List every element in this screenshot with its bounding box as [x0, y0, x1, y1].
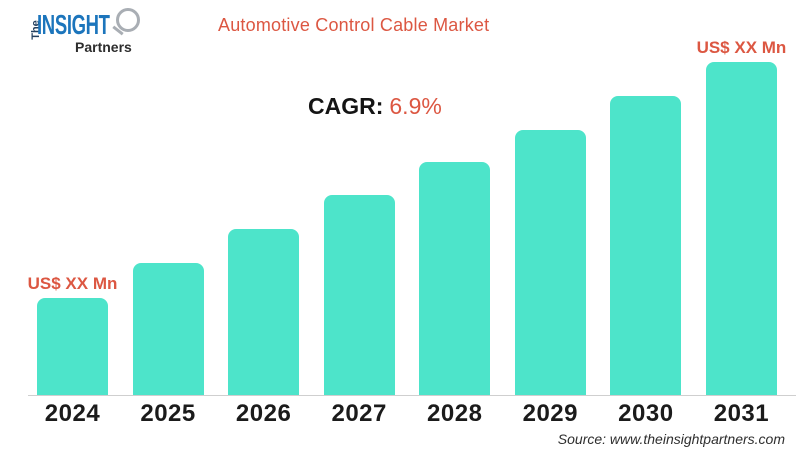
bar [419, 162, 491, 395]
bar-column [228, 229, 300, 395]
cagr-annotation: CAGR: 6.9% [308, 93, 442, 120]
x-axis-tick-label: 2025 [140, 400, 196, 427]
logo-text-partners: Partners [75, 39, 132, 55]
x-axis-line [28, 395, 796, 396]
bar-column [514, 130, 586, 395]
cagr-label: CAGR: [308, 93, 384, 119]
x-axis-labels: 2024 2025 2026 2027 2028 2029 2030 2031 [37, 400, 777, 428]
x-axis-tick-label: 2029 [522, 400, 578, 427]
magnifier-icon [116, 8, 140, 32]
bar-column [323, 195, 395, 395]
cagr-value: 6.9% [389, 93, 442, 119]
bar-column: US$ XX Mn [28, 274, 117, 395]
bar-chart-plot-area: US$ XX Mn US$ XX Mn [28, 0, 786, 395]
insight-partners-logo: The INSIGHT Partners [30, 8, 160, 60]
bar-column [610, 96, 682, 395]
logo-text-insight: INSIGHT [37, 9, 110, 40]
chart-title: Automotive Control Cable Market [218, 15, 490, 35]
x-axis-tick-label: 2024 [44, 400, 101, 427]
bar [228, 229, 300, 395]
bar-column [419, 162, 491, 395]
bar-column: US$ XX Mn [697, 38, 786, 395]
bar [705, 62, 777, 395]
bar [323, 195, 395, 395]
x-axis-tick-label: 2030 [618, 400, 674, 427]
x-axis-tick-label: 2026 [235, 400, 292, 427]
bar [610, 96, 682, 395]
bar-value-label: US$ XX Mn [27, 274, 118, 293]
bar [37, 298, 108, 395]
bar-value-label: US$ XX Mn [696, 38, 787, 57]
bar [514, 130, 586, 395]
x-axis-tick-label: 2027 [331, 400, 387, 427]
x-axis-tick-label: 2031 [713, 400, 770, 427]
source-text: Source: www.theinsightpartners.com [557, 431, 785, 447]
bar [132, 263, 204, 395]
x-axis-tick-label: 2028 [427, 400, 483, 427]
bar-column [132, 263, 204, 395]
